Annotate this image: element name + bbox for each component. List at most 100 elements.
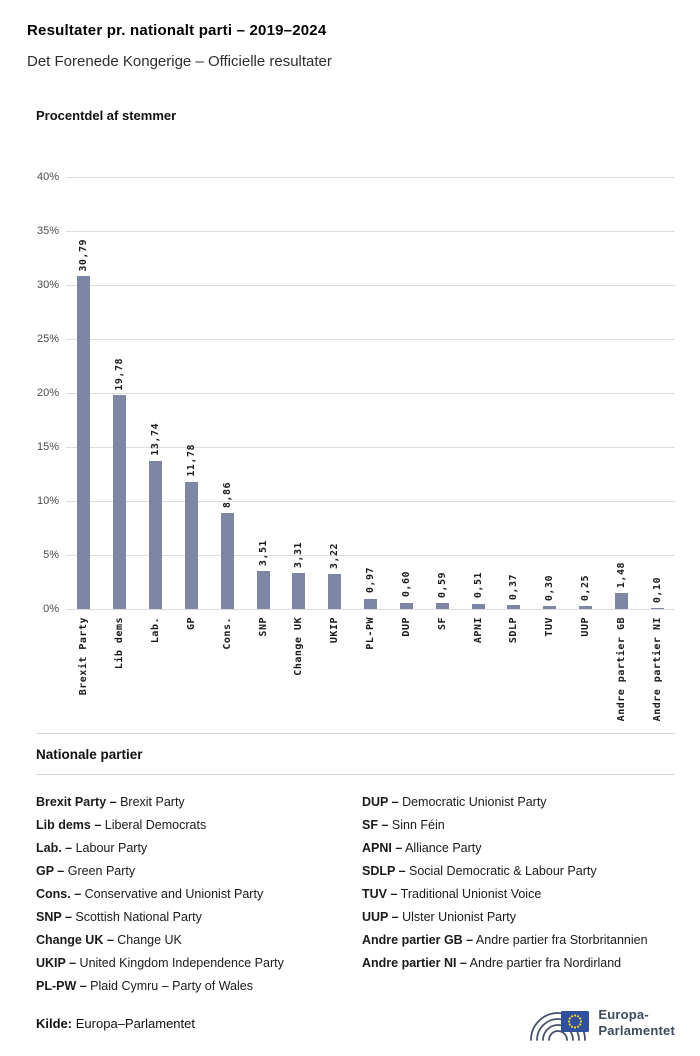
- bar[interactable]: [399, 602, 413, 609]
- bar-value-label: 0,30: [544, 574, 556, 601]
- bar-value-label: 3,51: [257, 540, 269, 567]
- y-axis: 40% 35% 30% 25% 20% 15% 10% 5% 0%: [36, 171, 66, 615]
- logo-text-line2: Parlamentet: [598, 1023, 675, 1038]
- bar[interactable]: [650, 607, 664, 609]
- gridline: [66, 176, 675, 178]
- legend-item: Andre partier GB – Andre partier fra Sto…: [362, 933, 648, 947]
- x-axis-labels: Brexit Party Lib dems Lab. GP Cons. SNP Change…: [66, 609, 675, 727]
- bar-value-label: 0,59: [436, 571, 448, 598]
- y-tick-label: 10%: [36, 495, 59, 507]
- chart-block: Procentdel af stemmer 40% 35% 30% 25% 20% 15%…: [36, 108, 675, 727]
- bar[interactable]: [149, 460, 163, 609]
- bar-value-label: 0,97: [365, 567, 377, 594]
- bar-column: 0,51: [460, 177, 496, 609]
- bar-column: 11,78: [173, 177, 209, 609]
- bar[interactable]: [113, 395, 127, 609]
- x-tick: Lib dems: [102, 609, 138, 727]
- x-tick-label: GP: [185, 617, 197, 631]
- bar-column: 3,31: [281, 177, 317, 609]
- bar-value-label: 13,74: [150, 423, 162, 456]
- x-tick-label: Andre partier NI: [651, 617, 663, 722]
- legend-item: Lib dems – Liberal Democrats: [36, 818, 207, 832]
- bar-value-label: 3,31: [293, 542, 305, 569]
- bar[interactable]: [471, 603, 485, 609]
- legend-column: Brexit Party – Brexit Party Lib dems – Li…: [36, 791, 362, 998]
- y-tick-label: 20%: [36, 387, 59, 399]
- x-tick-label: Lib dems: [114, 617, 126, 670]
- divider-top: [36, 733, 675, 734]
- bar-column: 8,86: [209, 177, 245, 609]
- bar-value-label: 1,48: [615, 561, 627, 589]
- x-tick: PL-PW: [353, 609, 389, 727]
- bar[interactable]: [507, 605, 521, 609]
- y-tick-label: 5%: [43, 549, 59, 561]
- bar[interactable]: [435, 602, 449, 609]
- bar[interactable]: [77, 276, 91, 609]
- bar-value-label: 19,78: [114, 357, 126, 391]
- bar-column: 19,78: [102, 177, 138, 609]
- gridline: [66, 284, 675, 286]
- bar[interactable]: [328, 574, 342, 609]
- bar-value-label: 0,10: [651, 576, 663, 603]
- bar-column: 0,30: [532, 177, 568, 609]
- legend-list: Brexit Party – Brexit Party Lib dems – Li…: [36, 791, 675, 998]
- x-tick-label: Cons.: [221, 617, 233, 650]
- y-tick-label: 30%: [36, 279, 59, 291]
- legend-item: Brexit Party – Brexit Party: [36, 795, 185, 809]
- x-tick: Lab.: [138, 609, 174, 727]
- gridline: [66, 338, 675, 340]
- bar-column: 1,48: [603, 177, 639, 609]
- bar-column: 0,10: [639, 177, 675, 609]
- bar-column: 0,60: [388, 177, 424, 609]
- legend-title: Nationale partier: [36, 747, 143, 762]
- x-tick-label: Lab.: [150, 617, 162, 644]
- bar-value-label: 0,37: [508, 573, 520, 601]
- bar[interactable]: [292, 573, 306, 609]
- gridline: [66, 554, 675, 556]
- x-tick: APNI: [460, 609, 496, 727]
- gridline: [66, 608, 675, 610]
- x-tick: DUP: [388, 609, 424, 727]
- bar[interactable]: [364, 598, 378, 609]
- divider-bottom: [36, 774, 675, 775]
- bar-column: 3,22: [317, 177, 353, 609]
- source-value: Europa–Parlamentet: [75, 1015, 195, 1031]
- bar[interactable]: [184, 481, 198, 609]
- bar-value-label: 0,51: [472, 572, 484, 599]
- x-tick-label: Andre partier GB: [615, 617, 627, 722]
- logo-text-line1: Europa-: [598, 1006, 649, 1022]
- bar[interactable]: [543, 605, 557, 609]
- bar[interactable]: [614, 593, 628, 609]
- x-tick: Andre partier GB: [603, 609, 639, 727]
- y-tick-label: 0%: [43, 603, 59, 615]
- bar-column: 30,79: [66, 177, 102, 609]
- bar[interactable]: [220, 513, 234, 609]
- bar-value-label: 0,25: [580, 575, 591, 602]
- europarl-logo-text: Europa- Parlamentet: [598, 1007, 675, 1040]
- gridline: [66, 446, 675, 448]
- header: Resultater pr. nationalt parti – 2019–20…: [0, 0, 700, 70]
- legend-item: Cons. – Conservative and Unionist Party: [36, 887, 264, 901]
- x-tick-label: SNP: [257, 617, 269, 637]
- bar[interactable]: [579, 606, 592, 609]
- legend-item: DUP – Democratic Unionist Party: [362, 795, 547, 809]
- bar-column: 0,97: [353, 177, 389, 609]
- bar-value-label: 3,22: [329, 543, 341, 570]
- gridline: [66, 500, 675, 502]
- bar-column: 3,51: [245, 177, 281, 609]
- bar[interactable]: [256, 571, 270, 609]
- x-tick-label: PL-PW: [365, 617, 377, 650]
- legend-item: SF – Sinn Féin: [362, 818, 445, 832]
- x-tick: Andre partier NI: [639, 609, 675, 727]
- x-tick: SNP: [245, 609, 281, 727]
- legend-item: TUV – Traditional Unionist Voice: [362, 887, 542, 901]
- bar-value-label: 30,79: [78, 238, 90, 272]
- gridline: [66, 392, 675, 394]
- x-tick: UKIP: [317, 609, 353, 727]
- bar-value-label: 11,78: [185, 444, 197, 477]
- y-tick-label: 40%: [36, 171, 59, 183]
- bar-column: 13,74: [138, 177, 174, 609]
- x-tick: Brexit Party: [66, 609, 102, 727]
- bar-chart: 40% 35% 30% 25% 20% 15% 10% 5% 0% 30,79 19,78 13,7…: [36, 171, 675, 615]
